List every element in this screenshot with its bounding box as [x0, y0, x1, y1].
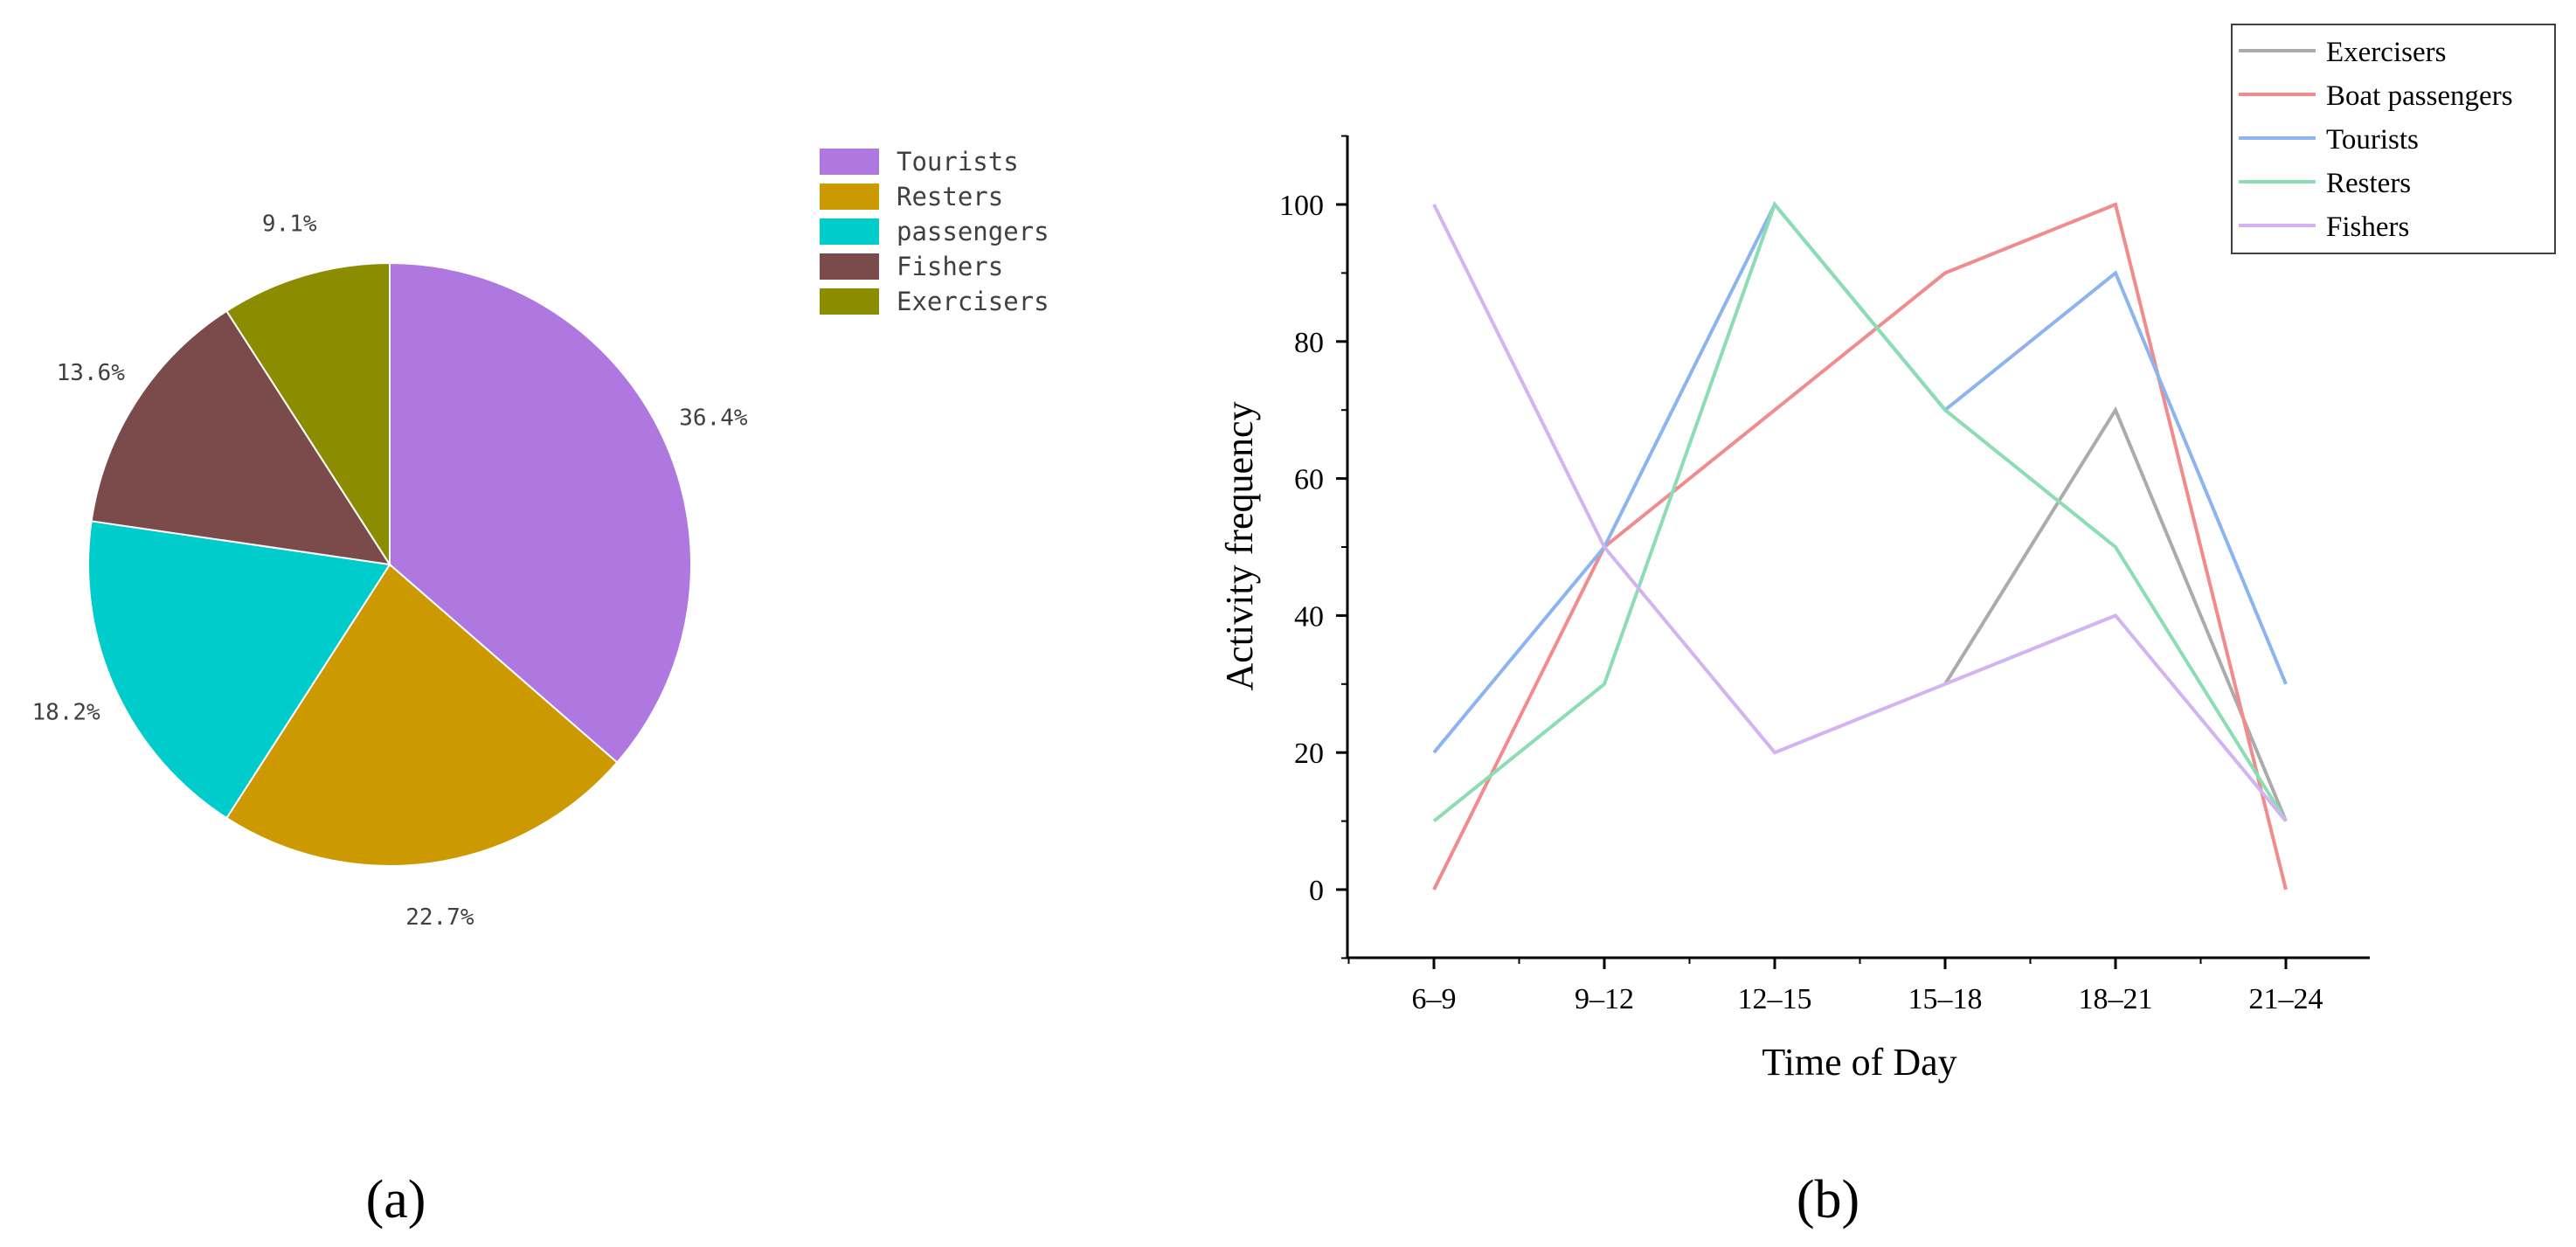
y-tick-label: 100: [1279, 190, 1324, 222]
x-tick-label: 21–24: [2249, 983, 2323, 1015]
series-line-tourists: [1432, 201, 2288, 754]
series-line-resters: [1432, 201, 2288, 823]
pie-percent-label: 13.6%: [57, 360, 126, 386]
legend-swatch-tourists: [820, 149, 879, 175]
legend-label-tourists: Tourists: [2326, 124, 2419, 156]
x-tick-label: 18–21: [2079, 983, 2153, 1015]
y-tick-label: 20: [1294, 738, 1324, 770]
legend-label-boat-passengers: Boat passengers: [2326, 80, 2513, 112]
x-tick-label: 6–9: [1412, 983, 1457, 1015]
x-tick-label: 15–18: [1908, 983, 1983, 1015]
legend-swatch-passengers: [820, 218, 879, 245]
y-tick-label: 60: [1294, 464, 1324, 496]
legend-label-fishers: Fishers: [897, 252, 1003, 281]
legend-label-resters: Resters: [897, 182, 1003, 211]
line-chart-axes: 0 20 40 60 80 100 6–9 9–12 12–15 15–18 18–21 21–24: [1279, 135, 2370, 1015]
legend-label-passengers: passengers: [897, 217, 1049, 246]
y-tick-label: 40: [1294, 600, 1324, 633]
legend-label-exercisers: Exercisers: [2326, 37, 2446, 68]
pie-legend: Tourists Resters passengers Fishers Exercise…: [820, 147, 1049, 316]
legend-label-exercisers: Exercisers: [897, 287, 1049, 316]
pie-slice-tourists: [389, 261, 692, 764]
series-line-boat-passengers: [1432, 202, 2288, 890]
pie-chart: 36.4% 22.7% 18.2% 13.6% 9.1% Tourists Resters…: [31, 147, 1049, 931]
legend-swatch-resters: [820, 184, 879, 210]
y-tick-label: 0: [1309, 875, 1324, 907]
pie-percent-label: 36.4%: [679, 405, 748, 431]
legend-swatch-fishers: [820, 253, 879, 280]
legend-swatch-exercisers: [820, 288, 879, 315]
pie-percent-label: 18.2%: [31, 700, 100, 726]
pie-percent-label: 22.7%: [405, 904, 474, 931]
pie-percent-label: 9.1%: [262, 211, 317, 238]
pie-slice-exercisers: [225, 261, 391, 568]
pie-slice-resters: [225, 563, 619, 867]
y-tick-label: 80: [1294, 327, 1324, 359]
legend-label-tourists: Tourists: [897, 147, 1019, 177]
series-line-fishers: [1432, 204, 2288, 822]
pie-percent-labels: 36.4% 22.7% 18.2% 13.6% 9.1%: [31, 211, 747, 931]
pie-slice-passengers: [87, 520, 391, 820]
line-chart-legend: Exercisers Boat passengers Tourists Resters…: [2231, 24, 2556, 254]
panel-label-a: (a): [366, 1170, 426, 1230]
y-axis-title: Activity frequency: [1218, 401, 1261, 690]
x-axis-title: Time of Day: [1762, 1041, 1956, 1084]
legend-label-resters: Resters: [2326, 168, 2411, 199]
legend-label-fishers: Fishers: [2326, 211, 2409, 243]
pie-slices: [87, 261, 692, 867]
panel-label-b: (b): [1797, 1170, 1859, 1230]
pie-slice-fishers: [90, 309, 392, 566]
x-tick-label: 12–15: [1738, 983, 1812, 1015]
x-tick-label: 9–12: [1575, 983, 1634, 1015]
series-line-exercisers: [1943, 405, 2288, 822]
line-chart-series: [1432, 201, 2288, 890]
